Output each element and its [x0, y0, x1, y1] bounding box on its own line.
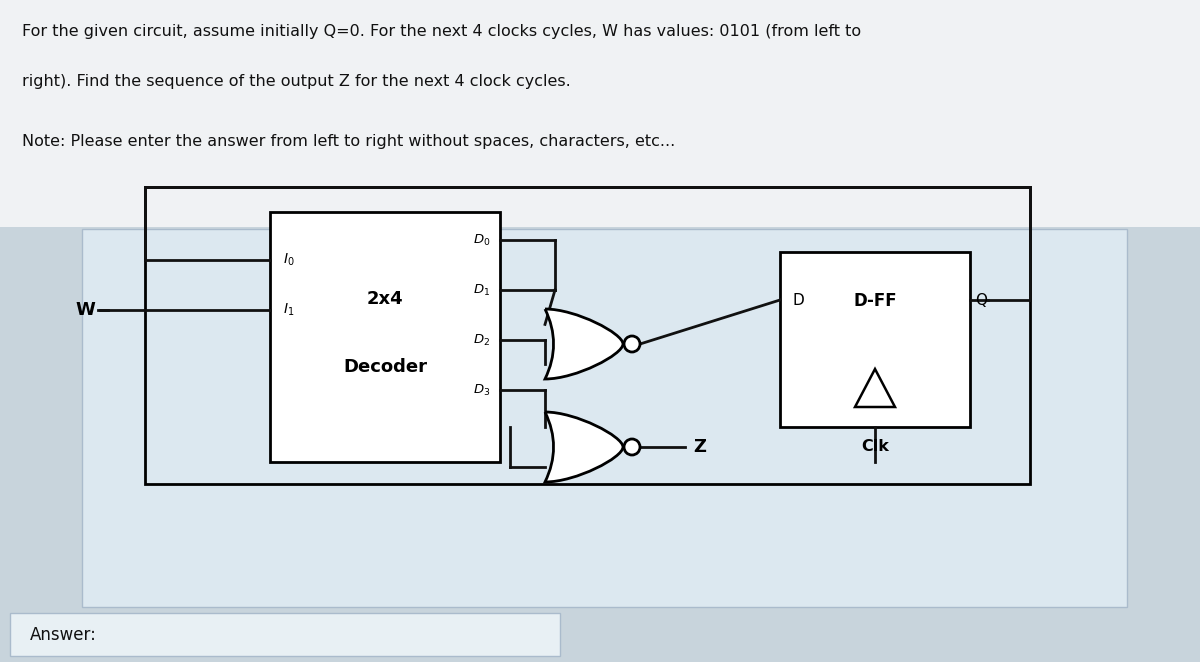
Bar — [82, 229, 1127, 607]
Bar — [780, 252, 970, 427]
Text: D-FF: D-FF — [853, 292, 896, 310]
Text: $D_2$: $D_2$ — [473, 332, 490, 348]
Polygon shape — [856, 369, 895, 407]
Text: Z: Z — [694, 438, 706, 456]
Text: Clk: Clk — [862, 439, 889, 454]
Text: For the given circuit, assume initially Q=0. For the next 4 clocks cycles, W has: For the given circuit, assume initially … — [22, 24, 862, 39]
Bar — [0, 0, 1200, 227]
Text: Note: Please enter the answer from left to right without spaces, characters, etc: Note: Please enter the answer from left … — [22, 134, 676, 149]
PathPatch shape — [545, 309, 623, 379]
Text: Decoder: Decoder — [343, 358, 427, 376]
Circle shape — [624, 439, 640, 455]
Bar — [10, 613, 560, 656]
Text: $I_0$: $I_0$ — [283, 252, 294, 268]
Text: $D_0$: $D_0$ — [473, 232, 490, 248]
PathPatch shape — [545, 412, 623, 482]
Text: $D_3$: $D_3$ — [473, 383, 490, 398]
Text: Answer:: Answer: — [30, 626, 97, 643]
Circle shape — [624, 336, 640, 352]
Text: W: W — [76, 301, 95, 319]
Bar — [270, 212, 500, 462]
Text: $I_1$: $I_1$ — [283, 302, 294, 318]
Text: Q: Q — [974, 293, 986, 308]
Text: $D_1$: $D_1$ — [473, 283, 490, 297]
Text: 2x4: 2x4 — [367, 291, 403, 308]
Bar — [145, 187, 1030, 484]
Text: D: D — [792, 293, 804, 308]
Text: right). Find the sequence of the output Z for the next 4 clock cycles.: right). Find the sequence of the output … — [22, 74, 571, 89]
